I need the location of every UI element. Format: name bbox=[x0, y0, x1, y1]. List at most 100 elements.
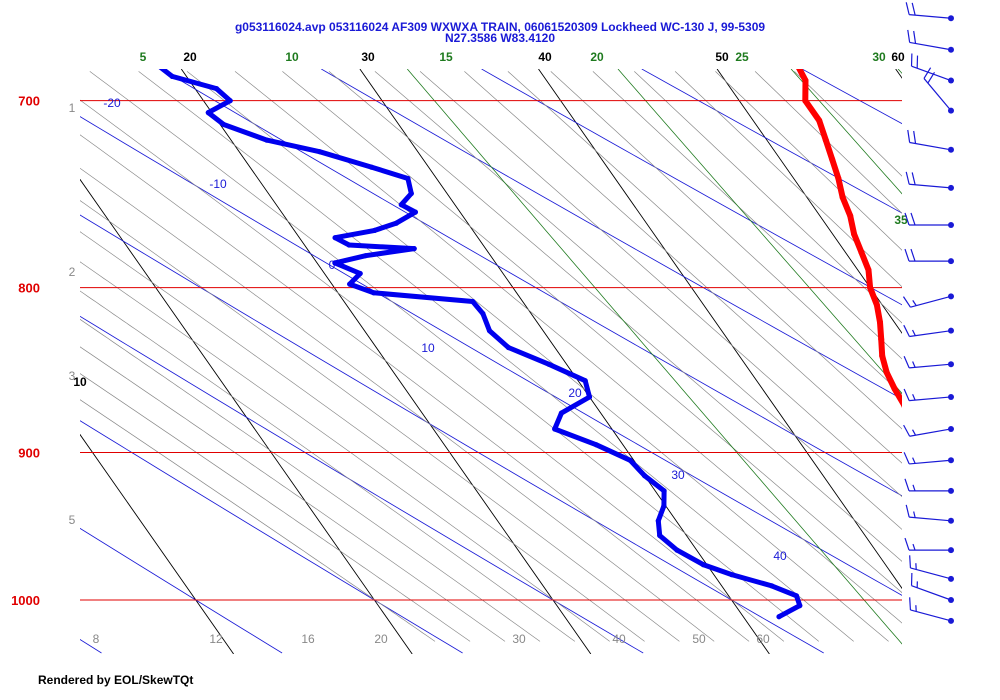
wind-barb bbox=[909, 555, 954, 582]
wind-barb-flag bbox=[903, 388, 910, 401]
wind-barb-station bbox=[948, 77, 954, 84]
dewpoint-point bbox=[729, 572, 735, 578]
temperature-point bbox=[839, 194, 846, 201]
height-label: 3 bbox=[69, 369, 76, 383]
wind-barb-station bbox=[948, 617, 954, 624]
moist-adiabat-line bbox=[80, 231, 645, 642]
wind-barb bbox=[904, 248, 954, 265]
moist-adiabat-line bbox=[80, 373, 471, 642]
isotherm-label: 50 bbox=[715, 50, 729, 64]
wind-barb-staff bbox=[909, 428, 952, 437]
dewpoint-line bbox=[158, 69, 803, 620]
temperature-point bbox=[879, 352, 886, 359]
wind-barb bbox=[907, 29, 954, 53]
isotherm-label: 20 bbox=[183, 50, 197, 64]
dewpoint-point bbox=[144, 37, 149, 42]
wind-barb-station bbox=[948, 221, 954, 228]
temperature-point bbox=[901, 402, 902, 408]
mixing-ratio-label: 20 bbox=[590, 50, 604, 64]
wind-barb-flag bbox=[923, 67, 932, 79]
dry-adiabat-line bbox=[962, 69, 1000, 653]
dewpoint-point bbox=[371, 290, 377, 296]
wind-barb-staff bbox=[910, 295, 952, 308]
wind-barb-station bbox=[948, 293, 954, 300]
dewpoint-point bbox=[412, 209, 418, 215]
moist-adiabat-line bbox=[138, 71, 854, 642]
moist-adiabat-label: 60 bbox=[756, 632, 770, 646]
moist-adiabat-label: 50 bbox=[692, 632, 706, 646]
dewpoint-point bbox=[486, 328, 493, 334]
moist-adiabat-line bbox=[592, 71, 902, 360]
moist-adiabat-line bbox=[715, 71, 902, 251]
moist-adiabat-line bbox=[80, 261, 610, 642]
dewpoint-point bbox=[357, 270, 363, 277]
dry-adiabat-line bbox=[80, 116, 902, 596]
wind-barb-station bbox=[948, 597, 954, 603]
wind-barb-staff bbox=[910, 567, 952, 580]
temperature-point bbox=[965, 562, 971, 568]
wind-barb-flag bbox=[904, 537, 910, 551]
dewpoint-point bbox=[661, 503, 667, 509]
temperature-point bbox=[891, 385, 898, 392]
wind-barb-station bbox=[948, 46, 954, 53]
wind-barb-staff bbox=[909, 459, 952, 465]
mixing-ratio-line bbox=[790, 69, 902, 195]
dewpoint-point bbox=[558, 410, 565, 416]
dewpoint-point bbox=[317, 149, 323, 155]
mixing-ratio-line bbox=[406, 69, 902, 645]
moist-adiabat-label: 20 bbox=[374, 632, 388, 646]
dewpoint-point bbox=[546, 361, 552, 367]
wind-barb-station bbox=[948, 361, 954, 368]
moist-adiabat-line bbox=[374, 71, 902, 530]
pressure-label: 800 bbox=[18, 281, 40, 296]
wind-barb-station bbox=[948, 547, 954, 554]
wind-barb bbox=[904, 537, 954, 554]
dewpoint-point bbox=[125, 20, 130, 25]
moist-adiabat-line bbox=[754, 71, 902, 214]
wind-barb-flag bbox=[909, 597, 912, 611]
moist-adiabat-line bbox=[674, 71, 902, 288]
temperature-point bbox=[927, 473, 933, 479]
dewpoint-point bbox=[152, 49, 157, 54]
mixing-ratio-label: 25 bbox=[735, 50, 749, 64]
wind-barb-half-flag bbox=[912, 429, 917, 436]
wind-barb-staff bbox=[909, 141, 952, 151]
wind-barb-flag bbox=[907, 129, 911, 143]
wind-barb-staff bbox=[911, 585, 952, 601]
temperature-point bbox=[858, 249, 865, 256]
dewpoint-point bbox=[769, 583, 775, 589]
isotherm-label: 30 bbox=[361, 50, 375, 64]
wind-barb-flag bbox=[909, 555, 912, 569]
wind-barbs bbox=[902, 2, 954, 624]
dry-adiabat-line bbox=[80, 420, 463, 654]
temperature-point bbox=[873, 302, 880, 308]
temperature-point bbox=[972, 597, 978, 603]
dewpoint-point bbox=[221, 121, 227, 128]
wind-barb-station bbox=[948, 425, 954, 432]
temperature-point bbox=[938, 495, 944, 501]
wind-barb-flag bbox=[910, 248, 916, 262]
wind-barb-staff bbox=[923, 78, 952, 112]
dewpoint-point bbox=[363, 253, 369, 259]
wind-barb-flag bbox=[902, 296, 911, 308]
wind-barb-half-flag bbox=[913, 511, 916, 518]
dewpoint-point bbox=[480, 311, 486, 317]
temperature-point bbox=[816, 117, 823, 124]
dry-adiabat-line bbox=[80, 214, 824, 654]
wind-barb-flag bbox=[911, 2, 916, 16]
dewpoint-point bbox=[372, 227, 378, 233]
dry-adiabat-line bbox=[321, 69, 902, 400]
dry-adiabat-line bbox=[481, 69, 902, 306]
wind-barb-half-flag bbox=[912, 361, 916, 368]
wind-barb bbox=[907, 129, 954, 153]
moist-adiabat-line bbox=[550, 71, 902, 395]
wind-barb-flag bbox=[913, 30, 917, 44]
wind-barb-staff bbox=[909, 14, 952, 19]
temperature-point bbox=[986, 608, 992, 614]
dry-adiabat-line bbox=[80, 527, 283, 654]
wind-barb-half-flag bbox=[912, 543, 916, 551]
moist-adiabat-label: 30 bbox=[512, 632, 526, 646]
dewpoint-point bbox=[470, 298, 476, 305]
moist-adiabat-line bbox=[80, 134, 750, 642]
dry-adiabat-label: 40 bbox=[773, 549, 787, 563]
